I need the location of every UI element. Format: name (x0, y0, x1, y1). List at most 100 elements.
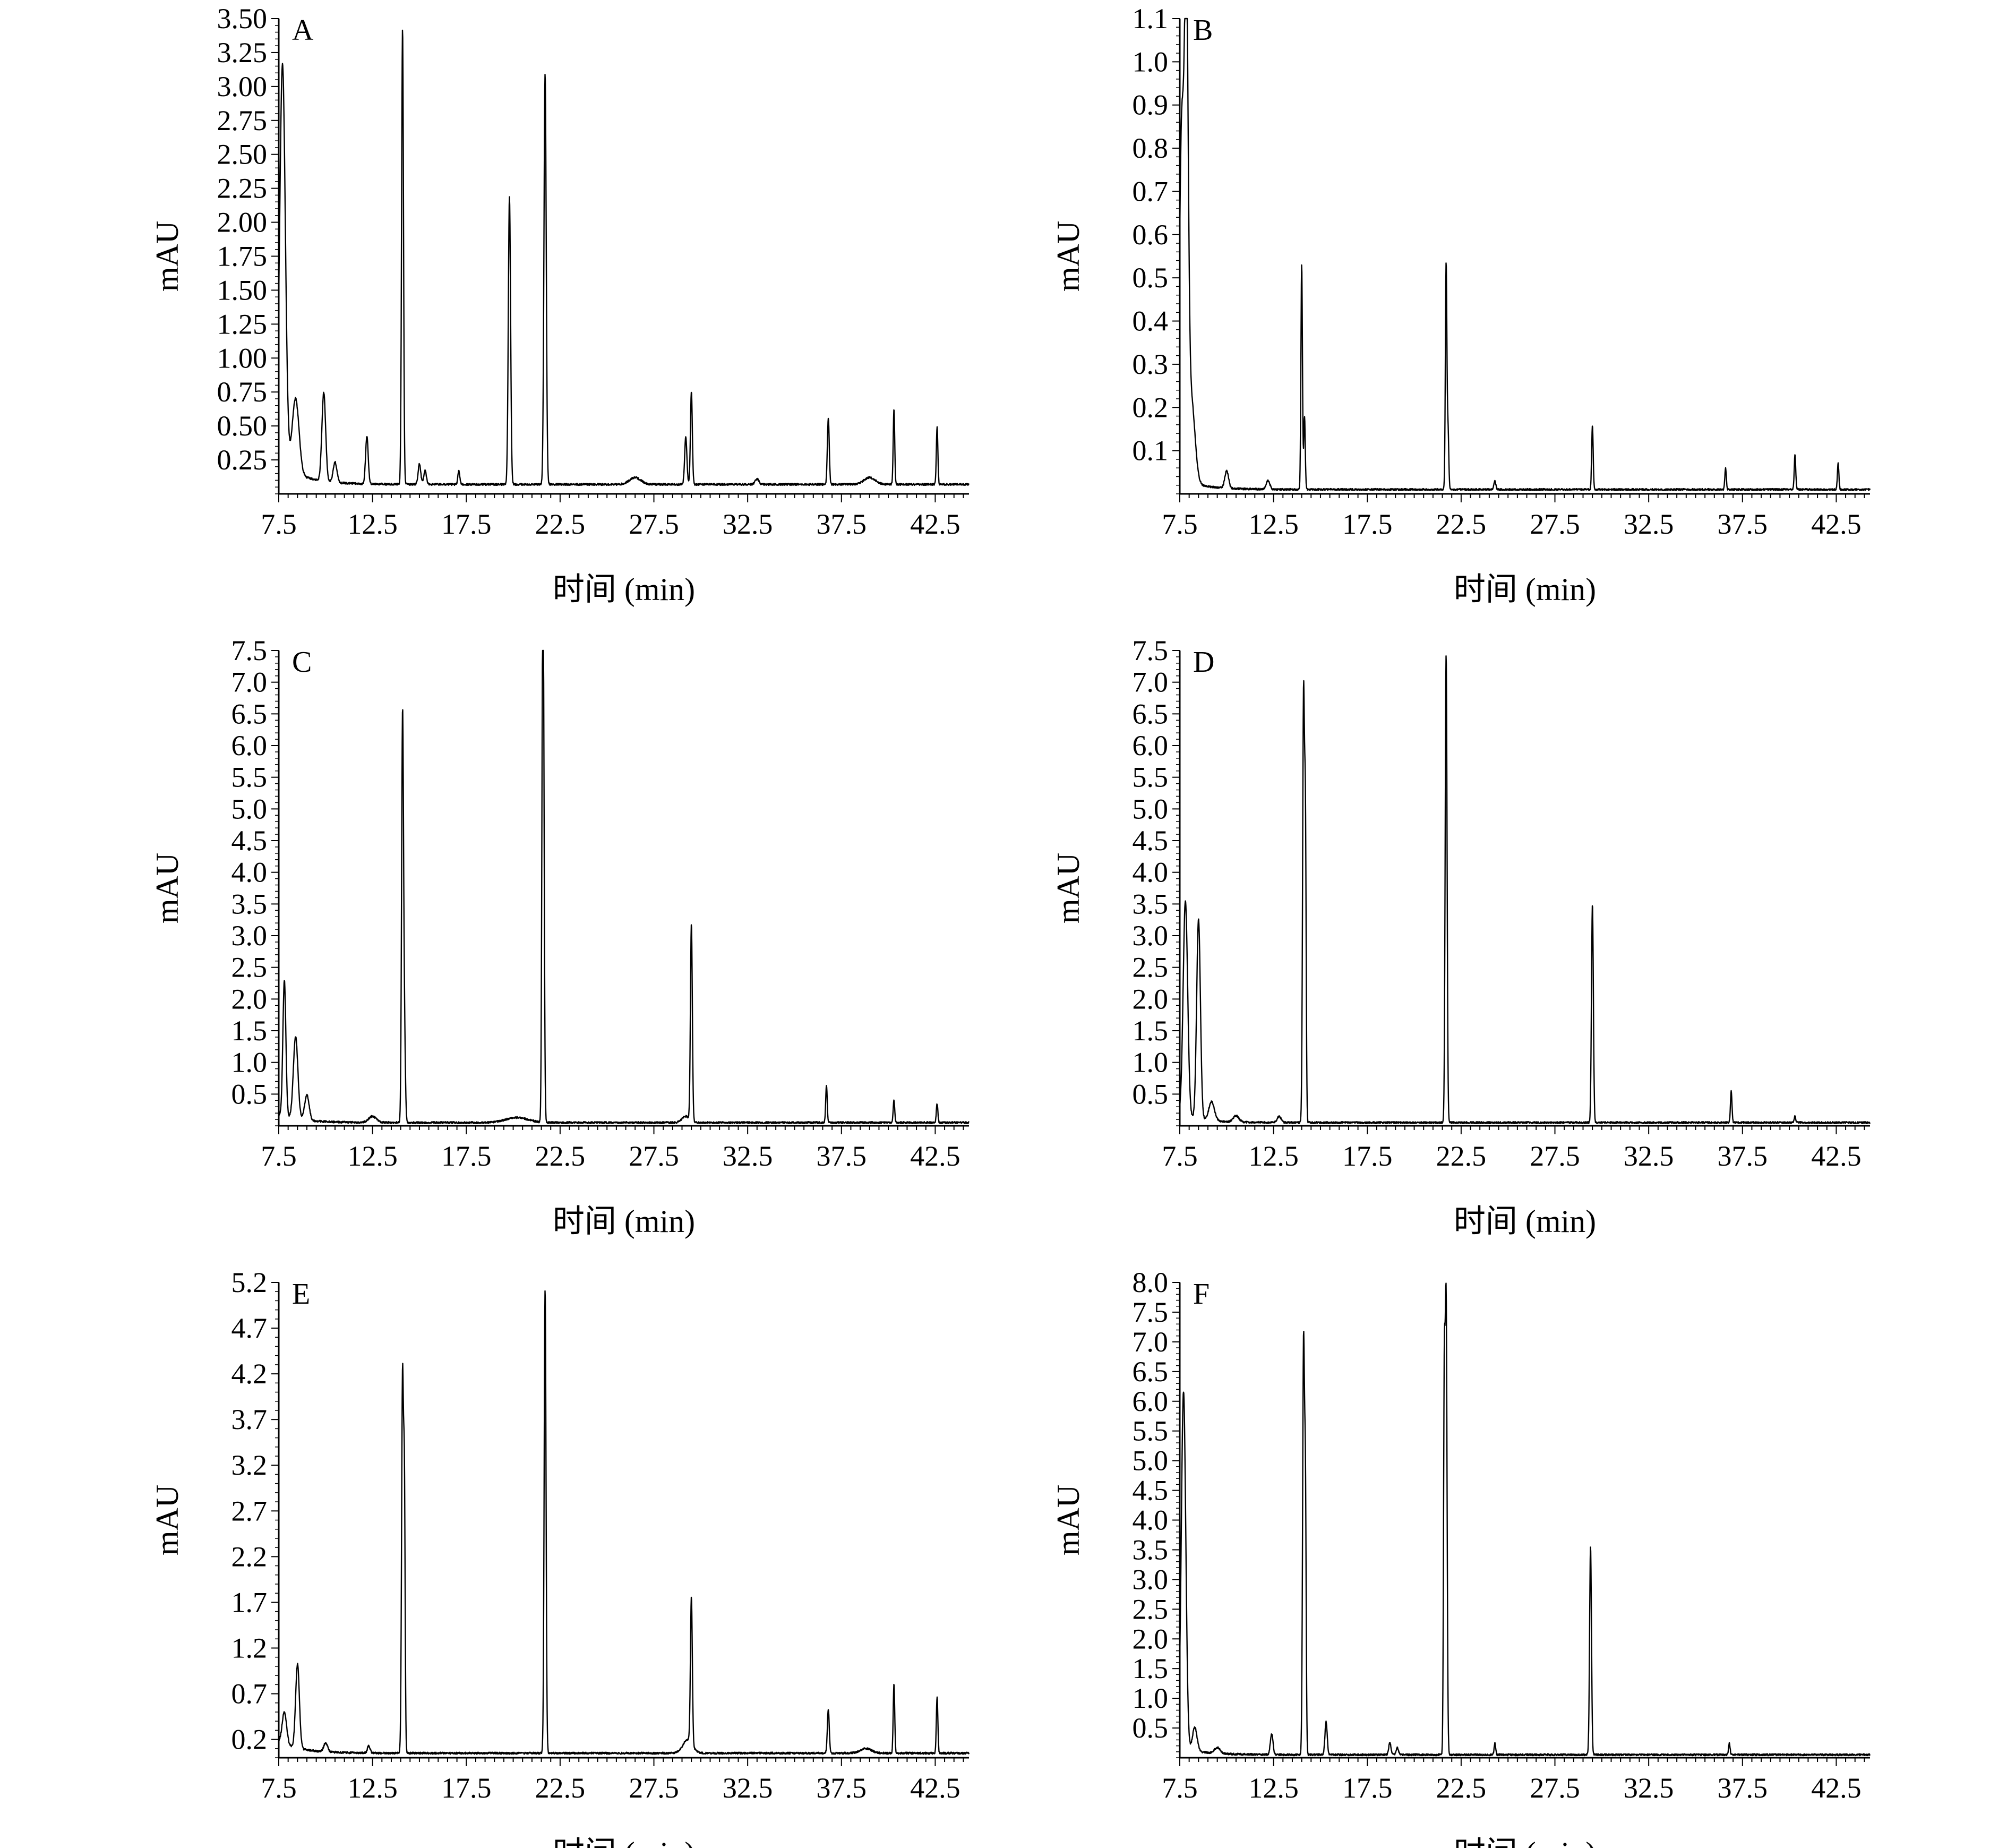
x-tick-label: 42.5 (1811, 1140, 1862, 1172)
y-tick-label: 5.5 (1133, 1415, 1169, 1447)
x-tick-label: 12.5 (1248, 1772, 1299, 1804)
y-tick-label: 0.5 (231, 1078, 268, 1110)
y-tick-label: 1.7 (231, 1586, 268, 1618)
panel-label: D (1193, 646, 1214, 679)
y-tick-label: 5.5 (1133, 762, 1169, 793)
x-tick-label: 32.5 (723, 508, 773, 540)
y-tick-label: 2.25 (217, 173, 268, 204)
x-tick-label: 12.5 (1248, 508, 1299, 540)
y-tick-label: 6.5 (231, 698, 268, 730)
y-tick-label: 1.2 (231, 1632, 268, 1664)
y-tick-label: 2.7 (231, 1495, 268, 1527)
x-tick-label: 7.5 (261, 1772, 297, 1804)
y-tick-label: 2.5 (231, 952, 268, 983)
y-axis-title: mAU (1051, 1485, 1086, 1555)
x-tick-label: 7.5 (261, 1140, 297, 1172)
chart-panel-f: 7.5 12.5 17.5 22.5 27.5 32.5 37.5 42.5 0.51.01.5… (1051, 1267, 1871, 1848)
y-tick-label: 1.0 (231, 1047, 268, 1079)
x-tick-label: 32.5 (1624, 508, 1674, 540)
y-tick-label: 2.2 (231, 1541, 268, 1572)
y-tick-label: 0.5 (1133, 262, 1169, 294)
y-tick-label: 2.75 (217, 105, 268, 136)
y-tick-label: 5.2 (231, 1267, 268, 1298)
y-tick-label: 0.3 (1133, 348, 1169, 380)
x-tick-label: 27.5 (629, 1140, 679, 1172)
y-axis-title: mAU (1051, 221, 1086, 292)
y-tick-label: 0.9 (1133, 89, 1169, 121)
x-tick-label: 22.5 (535, 1140, 586, 1172)
y-tick-label: 0.5 (1133, 1712, 1169, 1744)
y-tick-label: 1.75 (217, 241, 268, 272)
y-tick-label: 3.0 (231, 920, 268, 952)
panel-label: B (1193, 14, 1213, 47)
x-tick-label: 17.5 (441, 508, 492, 540)
y-tick-label: 6.5 (1133, 698, 1169, 730)
y-tick-label: 0.2 (231, 1724, 268, 1756)
y-tick-label: 0.8 (1133, 132, 1169, 164)
chromatogram-line (1179, 1282, 1871, 1757)
chromatogram-line (278, 29, 970, 486)
y-tick-label: 2.5 (1133, 952, 1169, 983)
y-tick-label: 4.7 (231, 1312, 268, 1344)
y-tick-label: 0.25 (217, 444, 268, 476)
y-tick-label: 7.5 (231, 635, 268, 666)
x-tick-label: 22.5 (535, 508, 586, 540)
x-axis-title: 时间 (min) (1454, 1836, 1596, 1848)
x-tick-label: 22.5 (1436, 1772, 1487, 1804)
x-tick-label: 42.5 (1811, 1772, 1862, 1804)
y-tick-label: 1.25 (217, 308, 268, 340)
y-tick-label: 3.50 (217, 3, 268, 35)
x-tick-label: 17.5 (441, 1140, 492, 1172)
x-tick-label: 12.5 (347, 1140, 398, 1172)
y-tick-label: 2.0 (1133, 983, 1169, 1015)
y-tick-label: 4.0 (1133, 857, 1169, 888)
x-tick-label: 12.5 (347, 1772, 398, 1804)
y-tick-label: 1.5 (231, 1015, 268, 1047)
y-tick-label: 7.0 (1133, 666, 1169, 698)
y-tick-label: 1.0 (1133, 1047, 1169, 1079)
y-tick-label: 3.0 (1133, 920, 1169, 952)
x-tick-label: 17.5 (441, 1772, 492, 1804)
y-axis-title: mAU (150, 853, 185, 923)
y-tick-label: 5.5 (231, 762, 268, 793)
y-tick-label: 5.0 (1133, 793, 1169, 825)
y-tick-label: 3.25 (217, 37, 268, 69)
y-tick-label: 1.0 (1133, 1682, 1169, 1714)
x-tick-label: 42.5 (910, 1772, 960, 1804)
x-tick-label: 37.5 (817, 1772, 867, 1804)
y-tick-label: 1.0 (1133, 46, 1169, 78)
x-tick-label: 17.5 (1342, 508, 1393, 540)
chromatogram-line (1179, 655, 1871, 1124)
y-tick-label: 2.00 (217, 207, 268, 238)
y-tick-label: 3.0 (1133, 1563, 1169, 1595)
x-tick-label: 37.5 (817, 508, 867, 540)
x-tick-label: 12.5 (1248, 1140, 1299, 1172)
x-tick-label: 42.5 (910, 1140, 960, 1172)
y-tick-label: 2.0 (231, 983, 268, 1015)
x-tick-label: 27.5 (1530, 508, 1580, 540)
y-tick-label: 4.5 (1133, 825, 1169, 857)
y-tick-label: 0.2 (1133, 391, 1169, 423)
y-tick-label: 1.5 (1133, 1015, 1169, 1047)
y-tick-label: 4.0 (231, 857, 268, 888)
y-tick-label: 6.0 (1133, 1385, 1169, 1417)
x-tick-label: 32.5 (1624, 1772, 1674, 1804)
y-tick-label: 3.00 (217, 71, 268, 102)
x-tick-label: 27.5 (1530, 1772, 1580, 1804)
y-tick-label: 6.0 (1133, 730, 1169, 762)
y-tick-label: 4.5 (1133, 1475, 1169, 1507)
y-tick-label: 1.00 (217, 342, 268, 374)
y-tick-label: 6.5 (1133, 1356, 1169, 1388)
y-tick-label: 1.5 (1133, 1653, 1169, 1684)
chart-panel-c: 7.5 12.5 17.5 22.5 27.5 32.5 37.5 42.5 0.51.01.5… (150, 635, 970, 1239)
y-tick-label: 1.50 (217, 274, 268, 306)
y-tick-label: 3.5 (231, 888, 268, 920)
x-tick-label: 7.5 (1162, 1140, 1198, 1172)
y-tick-label: 0.7 (231, 1678, 268, 1710)
x-tick-label: 32.5 (1624, 1140, 1674, 1172)
chart-panel-a: 7.5 12.5 17.5 22.5 27.5 32.5 37.5 42.5 0.250.500… (150, 3, 970, 607)
y-tick-label: 3.5 (1133, 1534, 1169, 1565)
y-tick-label: 0.1 (1133, 435, 1169, 467)
x-tick-label: 27.5 (1530, 1140, 1580, 1172)
